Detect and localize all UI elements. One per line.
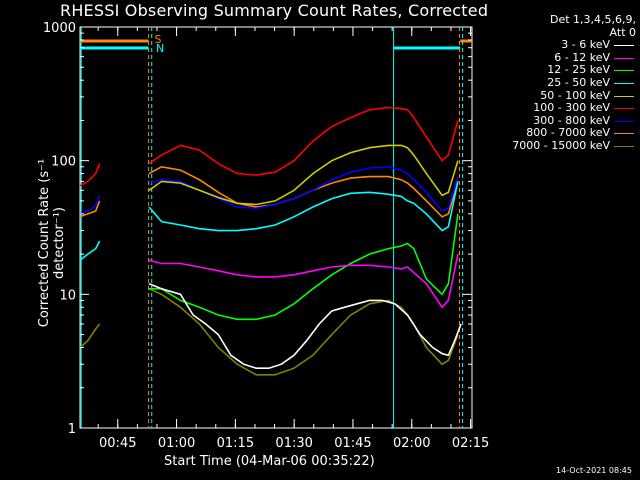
x-tick-label: 02:15: [452, 436, 489, 451]
legend-label: 3 - 6 keV: [561, 38, 610, 52]
legend-label: 50 - 100 keV: [540, 88, 610, 102]
legend-label: 25 - 50 keV: [547, 75, 610, 89]
legend-entry: 3 - 6 keV: [484, 39, 636, 52]
legend-swatch: [614, 82, 634, 84]
series-line: [148, 282, 462, 369]
legend-entry: 50 - 100 keV: [484, 88, 636, 103]
legend-label: 800 - 7000 keV: [526, 126, 610, 140]
y-tick-label: 1: [68, 422, 76, 437]
legend-label: 6 - 12 keV: [554, 50, 610, 64]
series-line: [79, 240, 101, 261]
plot-frame: [79, 26, 473, 429]
legend-label: 100 - 300 keV: [533, 101, 610, 115]
legend-swatch: [614, 145, 634, 147]
flag-label-s: S: [154, 33, 161, 46]
axes-layer: [79, 26, 473, 429]
x-tick-label: 00:45: [99, 436, 136, 451]
flag-bar: [80, 39, 149, 43]
y-axis-title: Corrected Count Rate (s⁻¹ detector⁻¹): [37, 158, 67, 328]
series-line: [79, 163, 101, 187]
legend-swatch: [614, 45, 634, 47]
series-line: [148, 106, 459, 176]
legend-swatch: [614, 57, 634, 59]
ticks-layer: 1 10 100 1000 00:45 01:00 01:15 01:30 01:45 02:00…: [43, 21, 489, 451]
series-line: [79, 200, 101, 218]
legend-label: 300 - 800 keV: [533, 113, 610, 127]
x-axis-title: Start Time (04-Mar-06 00:35:22): [164, 454, 375, 469]
series-line: [149, 213, 459, 321]
series-line: [79, 195, 101, 215]
x-tick-label: 01:00: [158, 436, 195, 451]
timestamp: 14-Oct-2021 08:45: [556, 466, 632, 475]
flag-bar: [393, 46, 461, 50]
legend-entry: 100 - 300 keV: [484, 102, 636, 115]
legend-swatch: [614, 95, 634, 97]
legend-entry: 25 - 50 keV: [484, 75, 636, 90]
flag-bar: [460, 39, 472, 43]
y-tick-label: 100: [51, 155, 76, 170]
legend-swatch: [614, 70, 634, 72]
legend-entry: 800 - 7000 keV: [484, 127, 636, 140]
x-tick-label: 02:00: [393, 436, 430, 451]
legend-entry: 7000 - 15000 keV: [484, 138, 636, 153]
legend-entry: 300 - 800 keV: [484, 113, 636, 128]
series-line: [148, 144, 459, 206]
flag-bar: [80, 46, 149, 50]
flag-label-n: N: [156, 42, 164, 55]
legend: Det 1,3,4,5,6,9, Att 0 3 - 6 keV 6 - 12 k…: [484, 13, 636, 153]
legend-label: 12 - 25 keV: [547, 63, 610, 77]
x-tick-label: 01:30: [275, 436, 312, 451]
series-line: [148, 288, 459, 376]
series-line: [148, 165, 459, 218]
legend-entry: 6 - 12 keV: [484, 50, 636, 65]
legend-entry: 12 - 25 keV: [484, 64, 636, 77]
legend-swatch: [614, 108, 634, 110]
series-line: [79, 323, 101, 349]
chart-title: RHESSI Observing Summary Count Rates, Co…: [60, 1, 489, 20]
x-tick-label: 01:45: [334, 436, 371, 451]
legend-swatch: [614, 133, 634, 135]
legend-header-line-1: Det 1,3,4,5,6,9,: [549, 13, 636, 26]
series-line: [148, 181, 459, 232]
legend-label: 7000 - 15000 keV: [512, 138, 610, 152]
y-tick-label: 1000: [43, 21, 76, 36]
y-tick-label: 10: [59, 288, 76, 303]
legend-swatch: [614, 120, 634, 122]
x-tick-label: 01:15: [217, 436, 254, 451]
series-line: [148, 253, 459, 309]
series-layer: [79, 106, 462, 376]
legend-header-line-2: Att 0: [609, 25, 636, 39]
flags-layer: SN: [80, 27, 472, 428]
